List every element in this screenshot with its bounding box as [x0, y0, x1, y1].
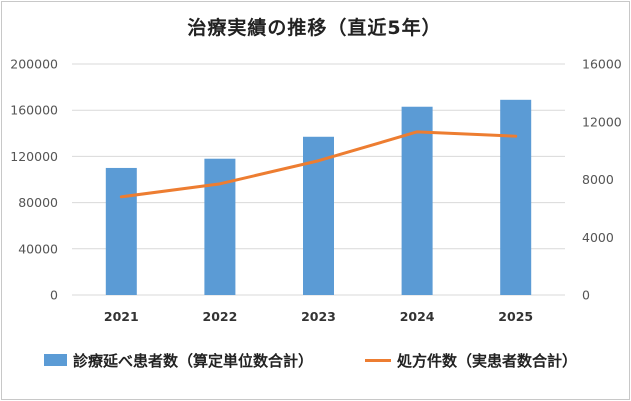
y-right-tick-label: 16000: [582, 57, 622, 72]
x-tick-label: 2022: [203, 309, 238, 324]
bar: [105, 167, 137, 295]
y-left-tick-label: 80000: [18, 195, 58, 210]
legend-swatch-line: [365, 358, 391, 362]
y-left-tick-label: 120000: [10, 149, 58, 164]
bar: [401, 106, 433, 295]
bar: [204, 158, 236, 295]
y-left-tick-label: 200000: [10, 57, 58, 72]
chart-title: 治療実績の推移（直近5年）: [187, 17, 442, 39]
x-tick-label: 2021: [104, 309, 139, 324]
legend-item-bars: 診療延べ患者数（算定単位数合計）: [44, 350, 313, 371]
legend-item-line: 処方件数（実患者数合計）: [365, 350, 577, 371]
y-right-tick-label: 0: [582, 288, 590, 303]
legend: 診療延べ患者数（算定単位数合計） 処方件数（実患者数合計）: [0, 348, 629, 372]
y-left-tick-label: 160000: [10, 103, 58, 118]
y-right-tick-label: 4000: [582, 230, 614, 245]
bar: [500, 99, 532, 296]
y-right-tick-label: 12000: [582, 114, 622, 129]
legend-label-line: 処方件数（実患者数合計）: [397, 351, 578, 370]
x-tick-label: 2025: [498, 309, 533, 324]
x-tick-label: 2024: [400, 309, 435, 324]
y-right-tick-label: 8000: [582, 172, 614, 187]
y-left-tick-label: 0: [50, 288, 58, 303]
legend-label-bars: 診療延べ患者数（算定単位数合計）: [73, 351, 314, 370]
y-left-tick-label: 40000: [18, 241, 58, 256]
legend-swatch-bars: [44, 354, 67, 366]
x-tick-label: 2023: [301, 309, 336, 324]
